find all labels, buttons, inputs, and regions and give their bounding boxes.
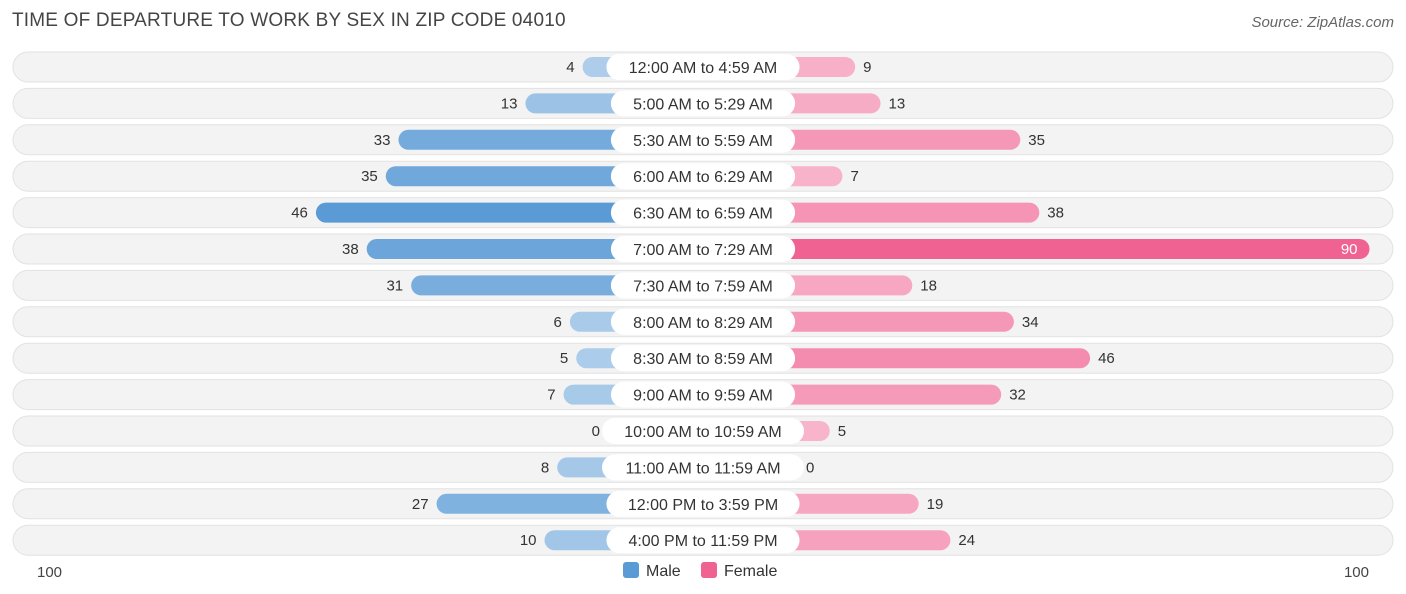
male-value-label: 38 — [342, 241, 359, 258]
female-value-label: 46 — [1098, 350, 1115, 367]
female-bar — [703, 348, 1091, 369]
female-value-label: 18 — [920, 277, 937, 294]
table-row: 4:00 PM to 11:59 PM 10 24 — [12, 524, 1394, 556]
male-value-label: 8 — [541, 459, 549, 476]
female-value-label: 24 — [958, 532, 975, 549]
female-value-label: 34 — [1022, 314, 1039, 331]
male-value-label: 7 — [547, 387, 555, 404]
table-row: 5:00 AM to 5:29 AM 13 13 — [12, 87, 1394, 119]
female-value-label: 19 — [927, 496, 944, 513]
table-row: 10:00 AM to 10:59 AM 0 5 — [12, 415, 1394, 447]
category-label: 7:00 AM to 7:29 AM — [633, 242, 773, 259]
category-pill — [610, 381, 796, 408]
male-value-label: 10 — [520, 532, 537, 549]
category-pill — [610, 90, 796, 117]
axis-right-label: 100 — [1344, 564, 1369, 581]
female-value-label: 32 — [1009, 387, 1026, 404]
table-row: 7:30 AM to 7:59 AM 31 18 — [12, 269, 1394, 301]
legend: Male Female — [623, 562, 777, 580]
axis-left-label: 100 — [37, 564, 62, 581]
category-pill — [602, 418, 804, 444]
category-pill — [606, 527, 800, 554]
male-value-label: 0 — [592, 423, 600, 440]
table-row: 12:00 PM to 3:59 PM 27 19 — [12, 488, 1394, 520]
category-pill — [602, 454, 804, 481]
category-label: 5:30 AM to 5:59 AM — [633, 133, 773, 150]
male-bar — [315, 202, 703, 223]
category-label: 6:30 AM to 6:59 AM — [633, 206, 773, 223]
category-pill — [606, 490, 800, 517]
category-label: 9:00 AM to 9:59 AM — [633, 388, 773, 405]
female-value-label: 0 — [806, 459, 814, 476]
female-bar — [703, 239, 1370, 259]
female-value-label: 90 — [1341, 241, 1358, 258]
category-pill — [610, 308, 796, 335]
category-label: 11:00 AM to 11:59 AM — [625, 460, 780, 477]
legend-swatch-female — [701, 562, 717, 578]
legend-swatch-male — [623, 562, 639, 578]
male-value-label: 4 — [566, 59, 574, 76]
female-value-label: 35 — [1028, 132, 1045, 149]
category-label: 4:00 PM to 11:59 PM — [628, 533, 777, 550]
male-value-label: 33 — [374, 132, 391, 149]
table-row: 5:30 AM to 5:59 AM 33 35 — [12, 124, 1394, 156]
category-label: 5:00 AM to 5:29 AM — [633, 96, 773, 113]
male-value-label: 27 — [412, 496, 429, 513]
male-value-label: 6 — [554, 314, 562, 331]
category-label: 8:30 AM to 8:59 AM — [633, 351, 773, 368]
table-row: 8:30 AM to 8:59 AM 5 46 — [12, 342, 1394, 374]
category-label: 6:00 AM to 6:29 AM — [633, 169, 773, 186]
category-label: 12:00 AM to 4:59 AM — [629, 60, 778, 77]
category-label: 12:00 PM to 3:59 PM — [628, 497, 778, 514]
female-value-label: 13 — [889, 95, 906, 112]
legend-label-female: Female — [724, 563, 777, 580]
male-value-label: 31 — [386, 277, 403, 294]
table-row: 11:00 AM to 11:59 AM 8 0 — [12, 451, 1394, 483]
table-row: 9:00 AM to 9:59 AM 7 32 — [12, 379, 1394, 411]
category-pill — [610, 272, 796, 299]
category-pill — [610, 199, 796, 226]
table-row: 6:00 AM to 6:29 AM 35 7 — [12, 160, 1394, 192]
table-row: 6:30 AM to 6:59 AM 46 38 — [12, 197, 1394, 229]
table-row: 7:00 AM to 7:29 AM 38 90 — [12, 233, 1394, 265]
male-value-label: 13 — [501, 95, 518, 112]
category-pill — [610, 236, 796, 262]
category-pill — [606, 54, 800, 80]
female-value-label: 5 — [838, 423, 846, 440]
male-value-label: 5 — [560, 350, 568, 367]
category-label: 8:00 AM to 8:29 AM — [633, 315, 773, 332]
chart-source: Source: ZipAtlas.com — [1251, 14, 1394, 31]
female-value-label: 9 — [863, 59, 871, 76]
male-value-label: 35 — [361, 168, 378, 185]
category-label: 7:30 AM to 7:59 AM — [633, 278, 773, 295]
legend-label-male: Male — [646, 563, 681, 580]
category-label: 10:00 AM to 10:59 AM — [624, 424, 781, 441]
female-value-label: 38 — [1047, 205, 1064, 222]
category-pill — [610, 126, 796, 153]
male-value-label: 46 — [291, 205, 308, 222]
female-value-label: 7 — [850, 168, 858, 185]
category-pill — [610, 345, 796, 372]
chart-title: TIME OF DEPARTURE TO WORK BY SEX IN ZIP … — [12, 10, 566, 31]
table-row: 8:00 AM to 8:29 AM 6 34 — [12, 306, 1394, 338]
table-row: 12:00 AM to 4:59 AM 4 9 — [12, 51, 1394, 83]
category-pill — [610, 163, 796, 190]
